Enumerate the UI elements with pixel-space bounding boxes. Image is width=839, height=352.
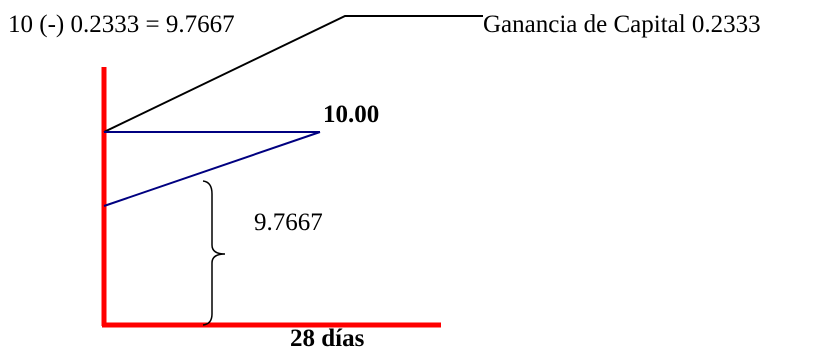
curly-brace <box>202 180 226 326</box>
purchase-price-label: 9.7667 <box>254 209 323 236</box>
purchase-price-line <box>103 131 321 207</box>
capital-gain-leader-line <box>103 15 483 133</box>
face-value-label: 10.00 <box>323 101 380 128</box>
days-label: 28 días <box>290 325 365 352</box>
capital-gain-label: Ganancia de Capital 0.2333 <box>483 11 761 38</box>
equation-label: 10 (-) 0.2333 = 9.7667 <box>8 11 235 38</box>
